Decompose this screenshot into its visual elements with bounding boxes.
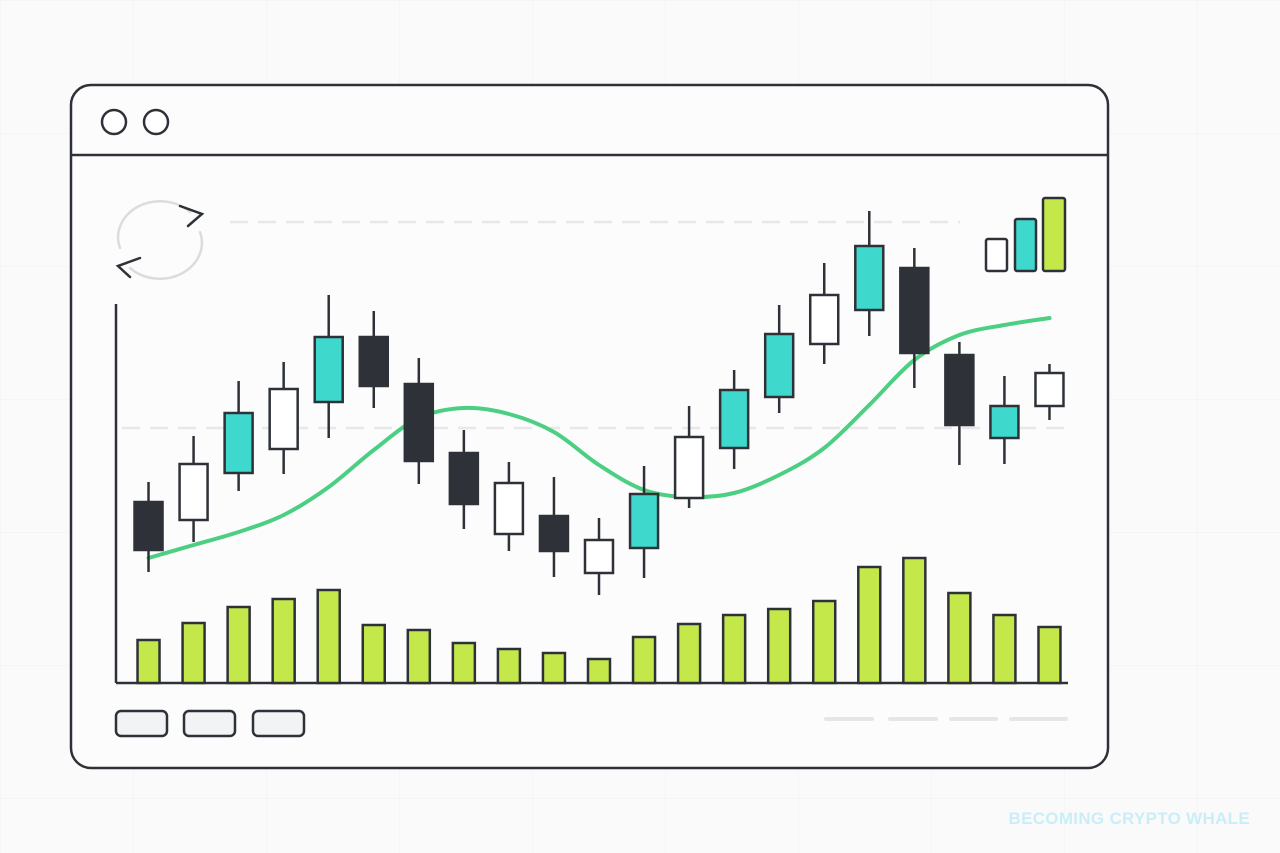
volume-bar (811, 599, 837, 685)
volume-bar (721, 613, 747, 685)
volume-bar (451, 641, 477, 685)
volume-bar (992, 613, 1017, 685)
volume-bar (857, 565, 882, 685)
candle-body (223, 411, 254, 475)
volume-bar (586, 657, 612, 685)
volume-bar (496, 647, 522, 685)
candle-body (493, 481, 525, 536)
toolbar-button[interactable] (251, 709, 306, 738)
toolbar-button[interactable] (114, 709, 169, 738)
candle-body (358, 335, 390, 388)
toolbar (114, 709, 306, 738)
volume-bar (1037, 625, 1062, 685)
candle-body (718, 388, 750, 450)
volume-bar (316, 588, 341, 685)
candle-body (944, 353, 975, 427)
candle-body (989, 404, 1020, 440)
volume-bar (902, 556, 927, 685)
candle-body (854, 244, 885, 312)
volume-bar (631, 635, 657, 685)
volume-bar (361, 623, 387, 685)
candle-body (899, 266, 930, 355)
bars-icon[interactable] (984, 196, 1067, 273)
refresh-icon[interactable] (115, 200, 205, 280)
candle-body (448, 451, 480, 506)
window-button[interactable] (142, 108, 170, 136)
watermark: BECOMING CRYPTO WHALE (1009, 809, 1250, 828)
toolbar-button[interactable] (182, 709, 237, 738)
plot (133, 211, 1065, 685)
window-button[interactable] (100, 108, 128, 136)
candle-body (673, 435, 705, 500)
volume-bar (947, 591, 972, 685)
candle-body (808, 293, 840, 346)
candle-body (313, 335, 344, 404)
candle-body (1034, 371, 1065, 408)
volume-bar (136, 638, 161, 685)
volume-bar (541, 651, 567, 685)
volume-bar (181, 621, 206, 685)
candle-body (403, 382, 435, 463)
volume-bar (406, 628, 432, 685)
candle-body (628, 492, 660, 550)
volume-bar (271, 597, 296, 685)
candle-body (583, 538, 615, 575)
volume-bar (766, 607, 792, 685)
volume-bar (676, 622, 702, 685)
candle-body (133, 500, 164, 552)
candle-body (763, 332, 795, 399)
candle-body (178, 462, 209, 522)
moving-average-line (146, 316, 1052, 560)
volume-bar (226, 605, 251, 685)
candle-body (268, 387, 299, 451)
candle-body (538, 514, 570, 553)
